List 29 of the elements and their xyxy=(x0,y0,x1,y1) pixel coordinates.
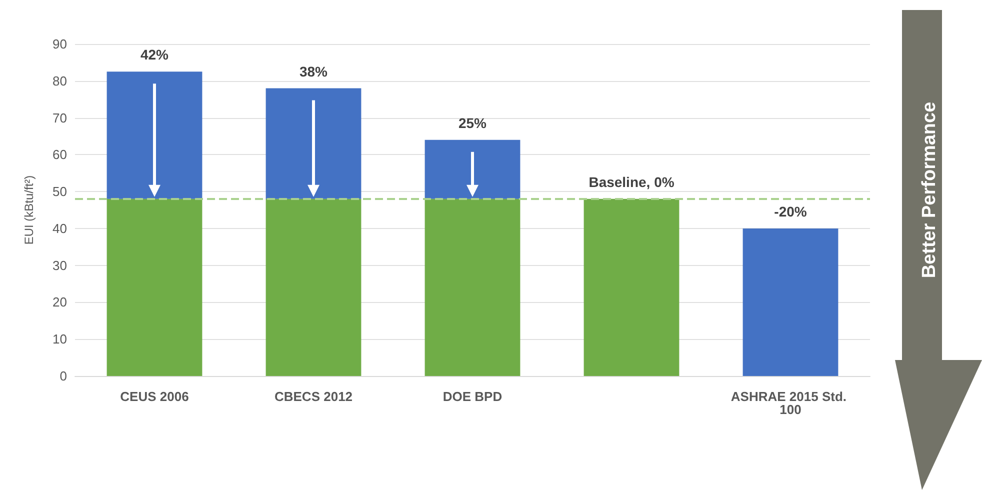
y-tick-label: 80 xyxy=(52,73,67,88)
y-tick-label: 70 xyxy=(52,110,67,126)
x-tick-label: DOE BPD xyxy=(442,389,502,404)
bar xyxy=(266,198,362,376)
y-tick-label: 40 xyxy=(52,220,67,236)
annotation: -20% xyxy=(774,203,808,220)
x-tick-label: ASHRAE 2015 Std. 100 xyxy=(730,389,850,417)
y-tick-label: 50 xyxy=(52,184,67,200)
y-tick-label: 30 xyxy=(52,258,67,273)
annotation: Baseline, 0% xyxy=(588,174,675,190)
bar xyxy=(424,198,520,376)
bar xyxy=(584,198,680,376)
annotation: 42% xyxy=(140,46,170,63)
y-tick-label: 90 xyxy=(52,36,67,52)
y-tick-label: 10 xyxy=(52,332,67,347)
y-tick-label: 0 xyxy=(60,368,67,384)
x-tick-label: CEUS 2006 xyxy=(120,389,189,404)
y-tick-label: 60 xyxy=(52,147,67,162)
annotation: 25% xyxy=(458,114,488,131)
y-axis-title: EUI (kBtu/ft²) xyxy=(22,175,36,245)
bar xyxy=(424,140,520,199)
bar xyxy=(106,198,202,376)
x-tick-label: CBECS 2012 xyxy=(274,389,353,404)
annotation: 38% xyxy=(299,63,328,80)
text: Better Performance xyxy=(919,102,940,278)
bar xyxy=(266,88,362,199)
y-tick-label: 20 xyxy=(52,294,67,310)
bar xyxy=(742,228,838,376)
bar xyxy=(106,72,202,199)
